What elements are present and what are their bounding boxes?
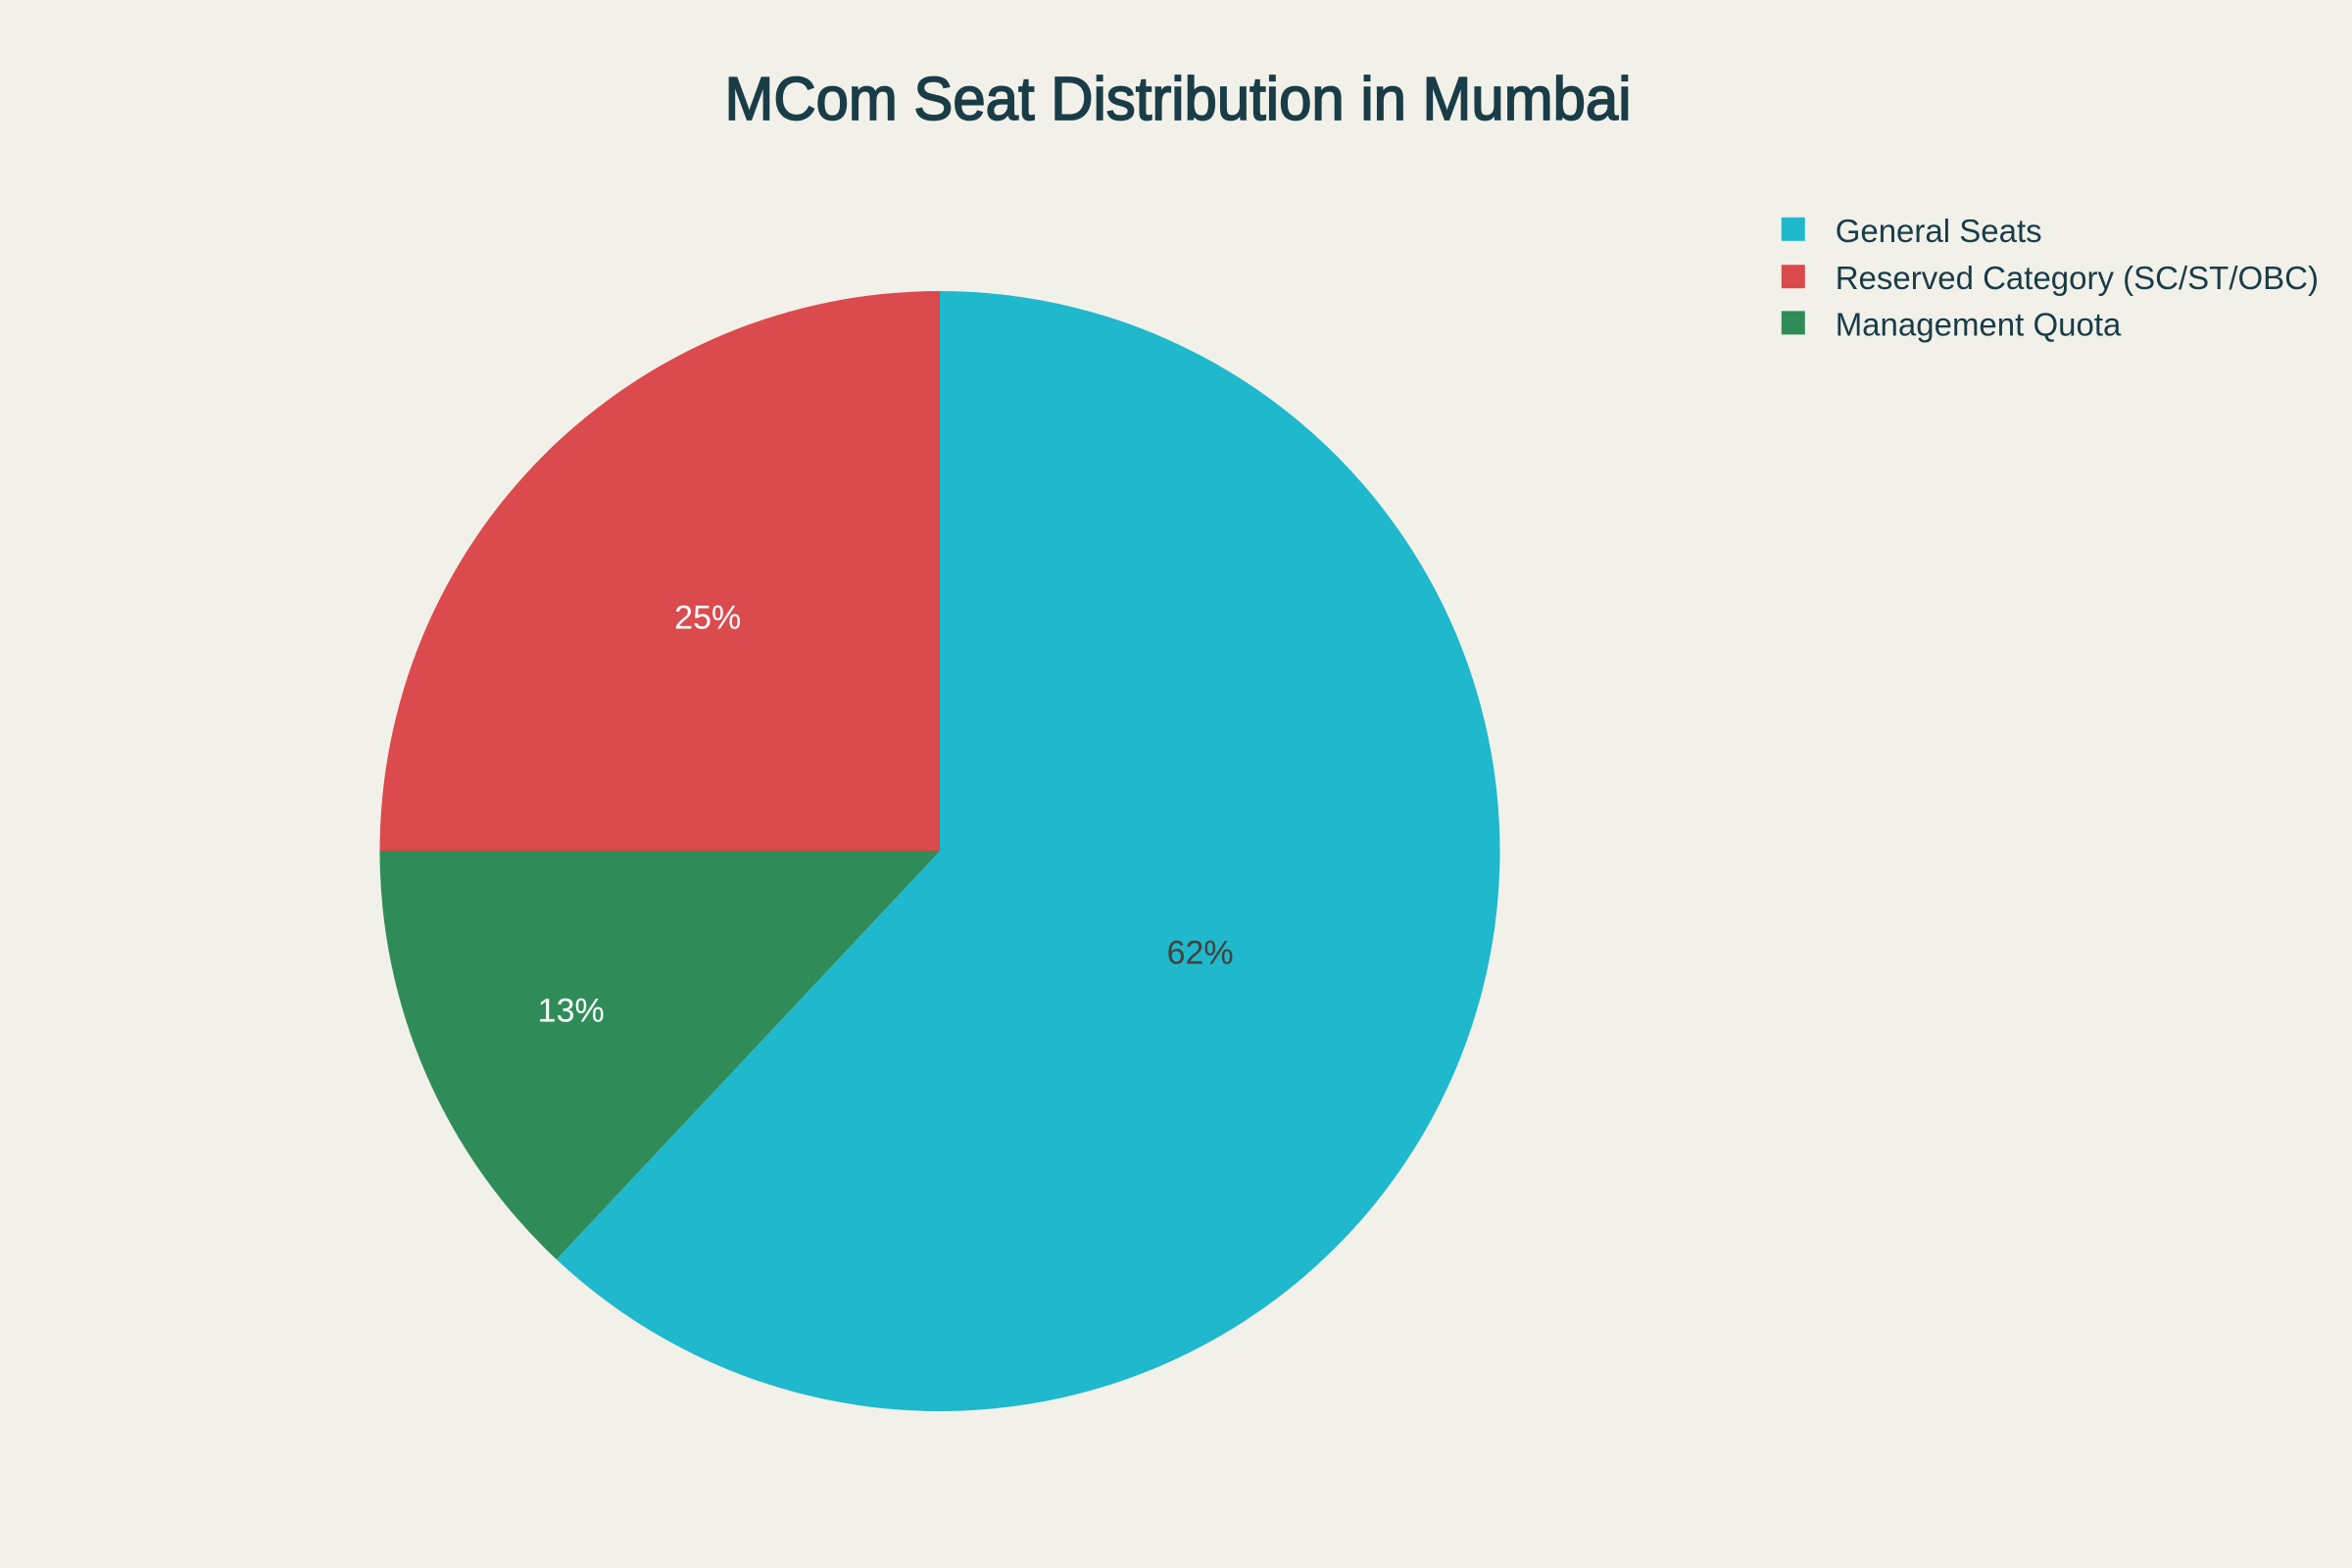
- svg-text:Management Quota: Management Quota: [1836, 306, 2122, 342]
- svg-text:MCom Seat Distribution in Mumb: MCom Seat Distribution in Mumbai: [725, 65, 1632, 133]
- svg-text:13%: 13%: [538, 992, 605, 1029]
- svg-text:General Seats: General Seats: [1836, 213, 2042, 249]
- svg-text:Reserved Category (SC/ST/OBC): Reserved Category (SC/ST/OBC): [1836, 260, 2319, 296]
- svg-text:62%: 62%: [1167, 935, 1234, 972]
- svg-text:25%: 25%: [674, 600, 741, 637]
